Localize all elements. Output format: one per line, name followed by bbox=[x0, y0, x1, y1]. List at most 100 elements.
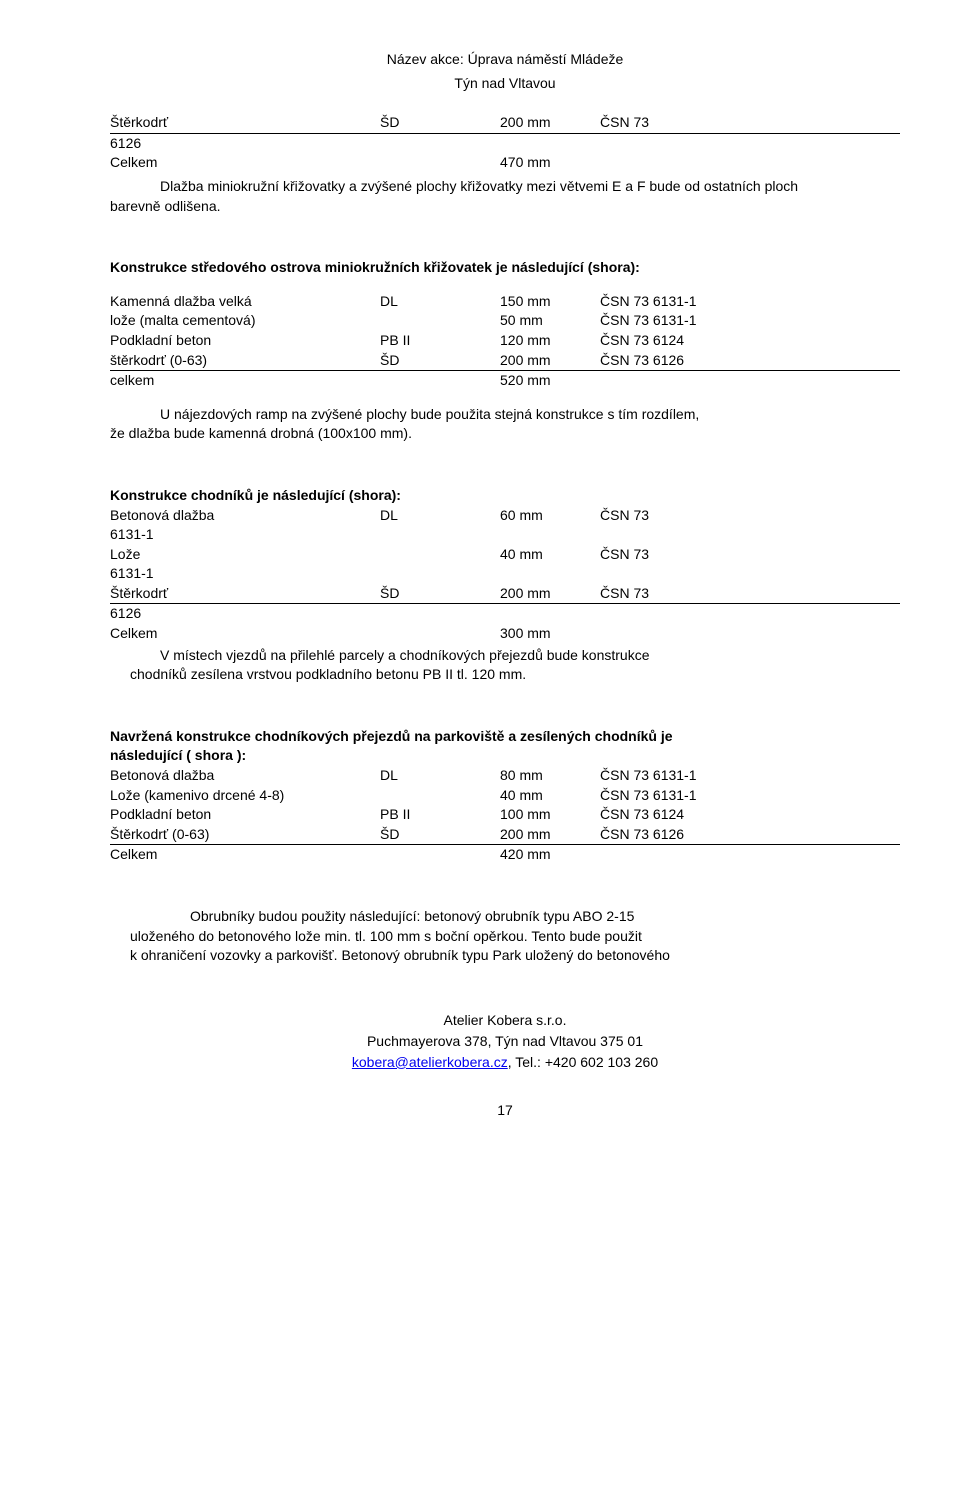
paragraph: že dlažba bude kamenná drobná (100x100 m… bbox=[110, 424, 900, 444]
cell-value: 40 mm bbox=[500, 786, 600, 806]
title-prefix: Název akce: bbox=[387, 51, 468, 67]
footer-address: Puchmayerova 378, Týn nad Vltavou 375 01 bbox=[110, 1031, 900, 1052]
cell-code bbox=[380, 371, 500, 391]
table-row: 6131-1 bbox=[110, 525, 900, 545]
section-heading: Konstrukce chodníků je následující (shor… bbox=[110, 486, 900, 506]
cell-std: ČSN 73 6131-1 bbox=[600, 311, 900, 331]
cell-value: 100 mm bbox=[500, 805, 600, 825]
cell-std: ČSN 73 6124 bbox=[600, 805, 900, 825]
footer-email-link[interactable]: kobera@atelierkobera.cz bbox=[352, 1054, 508, 1070]
footer-tel: , Tel.: +420 602 103 260 bbox=[508, 1054, 658, 1070]
cell-code: ŠD bbox=[380, 113, 500, 133]
cell-label: Celkem bbox=[110, 624, 380, 644]
paragraph: uloženého do betonového lože min. tl. 10… bbox=[110, 927, 900, 947]
cell-label: Štěrkodrť bbox=[110, 584, 380, 604]
cell-label: Podkladní beton bbox=[110, 805, 380, 825]
section-heading: Navržená konstrukce chodníkových přejezd… bbox=[110, 727, 900, 747]
cell-label: lože (malta cementová) bbox=[110, 311, 380, 331]
cell-std: ČSN 73 6131-1 bbox=[600, 766, 900, 786]
cell-code: ŠD bbox=[380, 825, 500, 845]
cell-std: ČSN 73 bbox=[600, 584, 900, 604]
cell-label: Štěrkodrť (0-63) bbox=[110, 825, 380, 845]
table-row: lože (malta cementová) 50 mm ČSN 73 6131… bbox=[110, 311, 900, 331]
footer-company: Atelier Kobera s.r.o. bbox=[110, 1010, 900, 1031]
cell-code bbox=[380, 311, 500, 331]
cell-code bbox=[380, 545, 500, 565]
table-row: Podkladní beton PB II 100 mm ČSN 73 6124 bbox=[110, 805, 900, 825]
cell-code: PB II bbox=[380, 805, 500, 825]
cell-label: Lože bbox=[110, 545, 380, 565]
cell-label: Podkladní beton bbox=[110, 331, 380, 351]
cell-code: ŠD bbox=[380, 584, 500, 604]
cell-value: 300 mm bbox=[500, 624, 600, 644]
table-row: Štěrkodrť ŠD 200 mm ČSN 73 bbox=[110, 584, 900, 605]
cell-code bbox=[380, 624, 500, 644]
cell-code: DL bbox=[380, 292, 500, 312]
cell-label: 6126 bbox=[110, 604, 380, 624]
cell-value: 120 mm bbox=[500, 331, 600, 351]
cell-std bbox=[600, 845, 900, 865]
page-header-title: Název akce: Úprava náměstí Mládeže bbox=[110, 50, 900, 70]
title-text: Úprava náměstí Mládeže bbox=[468, 51, 624, 67]
section-heading: následující ( shora ): bbox=[110, 746, 900, 766]
paragraph: Dlažba miniokružní křižovatky a zvýšené … bbox=[110, 177, 900, 197]
cell-value: 200 mm bbox=[500, 351, 600, 371]
page-header-subtitle: Týn nad Vltavou bbox=[110, 74, 900, 94]
cell-label: Celkem bbox=[110, 153, 380, 173]
table-row: Podkladní beton PB II 120 mm ČSN 73 6124 bbox=[110, 331, 900, 351]
cell-std bbox=[600, 624, 900, 644]
cell-value: 80 mm bbox=[500, 766, 600, 786]
cell-code bbox=[380, 153, 500, 173]
cell-std: ČSN 73 bbox=[600, 113, 900, 133]
cell-value: 60 mm bbox=[500, 506, 600, 526]
cell-code bbox=[380, 786, 500, 806]
paragraph: Obrubníky budou použity následující: bet… bbox=[110, 907, 900, 927]
cell-value: 470 mm bbox=[500, 153, 600, 173]
table-row: Kamenná dlažba velká DL 150 mm ČSN 73 61… bbox=[110, 292, 900, 312]
table-row: 6131-1 bbox=[110, 564, 900, 584]
cell-std: ČSN 73 6131-1 bbox=[600, 786, 900, 806]
cell-label: Kamenná dlažba velká bbox=[110, 292, 380, 312]
table-row: 6126 bbox=[110, 134, 900, 154]
table-row: Betonová dlažba DL 80 mm ČSN 73 6131-1 bbox=[110, 766, 900, 786]
cell-std: ČSN 73 bbox=[600, 545, 900, 565]
cell-label: 6131-1 bbox=[110, 525, 380, 545]
table-row: Štěrkodrť ŠD 200 mm ČSN 73 bbox=[110, 113, 900, 134]
cell-value: 50 mm bbox=[500, 311, 600, 331]
table-row: Štěrkodrť (0-63) ŠD 200 mm ČSN 73 6126 bbox=[110, 825, 900, 846]
cell-value: 200 mm bbox=[500, 113, 600, 133]
section-heading: Konstrukce středového ostrova miniokružn… bbox=[110, 258, 900, 278]
table-row: Lože 40 mm ČSN 73 bbox=[110, 545, 900, 565]
cell-label: celkem bbox=[110, 371, 380, 391]
cell-label: 6126 bbox=[110, 134, 380, 154]
cell-value: 150 mm bbox=[500, 292, 600, 312]
cell-label: Celkem bbox=[110, 845, 380, 865]
cell-value: 200 mm bbox=[500, 825, 600, 845]
page-number: 17 bbox=[110, 1101, 900, 1121]
cell-std bbox=[600, 371, 900, 391]
cell-label: štěrkodrť (0-63) bbox=[110, 351, 380, 371]
paragraph: chodníků zesílena vrstvou podkladního be… bbox=[110, 665, 900, 685]
cell-code: DL bbox=[380, 766, 500, 786]
cell-value: 420 mm bbox=[500, 845, 600, 865]
cell-code: ŠD bbox=[380, 351, 500, 371]
cell-code: PB II bbox=[380, 331, 500, 351]
cell-label: Betonová dlažba bbox=[110, 506, 380, 526]
cell-value: 520 mm bbox=[500, 371, 600, 391]
table-row: Celkem 300 mm bbox=[110, 624, 900, 644]
cell-label: 6131-1 bbox=[110, 564, 380, 584]
page-footer: Atelier Kobera s.r.o. Puchmayerova 378, … bbox=[110, 1010, 900, 1073]
table-row: Celkem 470 mm bbox=[110, 153, 900, 173]
paragraph: barevně odlišena. bbox=[110, 197, 900, 217]
cell-label: Lože (kamenivo drcené 4-8) bbox=[110, 786, 380, 806]
footer-contact: kobera@atelierkobera.cz, Tel.: +420 602 … bbox=[110, 1052, 900, 1073]
cell-std: ČSN 73 6131-1 bbox=[600, 292, 900, 312]
cell-std: ČSN 73 bbox=[600, 506, 900, 526]
cell-code bbox=[380, 845, 500, 865]
cell-std: ČSN 73 6126 bbox=[600, 351, 900, 371]
cell-label: Betonová dlažba bbox=[110, 766, 380, 786]
paragraph: U nájezdových ramp na zvýšené plochy bud… bbox=[110, 405, 900, 425]
table-row: Betonová dlažba DL 60 mm ČSN 73 bbox=[110, 506, 900, 526]
table-row: celkem 520 mm bbox=[110, 371, 900, 391]
cell-std bbox=[600, 153, 900, 173]
